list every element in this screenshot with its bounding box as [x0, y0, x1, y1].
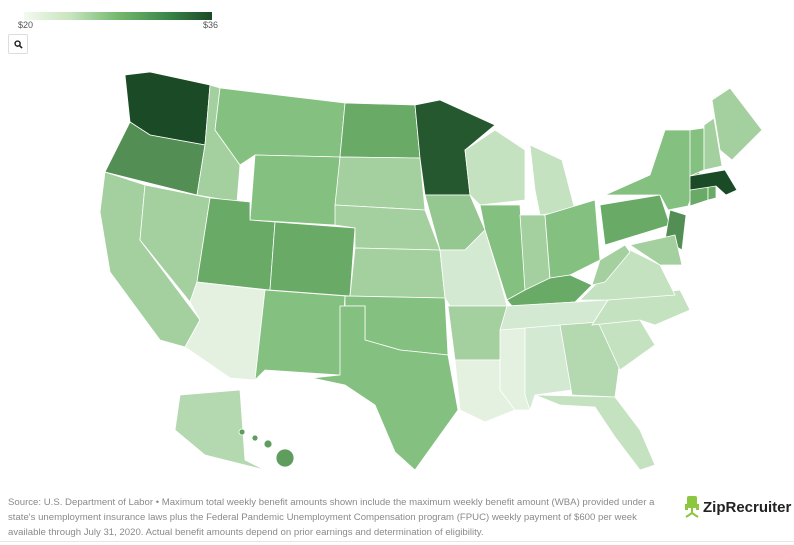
state-RI[interactable]	[707, 185, 717, 201]
state-ND[interactable]	[339, 102, 421, 159]
state-PA[interactable]	[599, 194, 671, 246]
source-note: Source: U.S. Department of Labor • Maxim…	[8, 497, 655, 538]
hawaii-island	[263, 439, 273, 449]
state-TX[interactable]	[311, 305, 459, 471]
state-WV[interactable]	[591, 244, 631, 286]
state-AK[interactable]	[174, 389, 266, 471]
state-SD[interactable]	[334, 156, 426, 211]
ziprecruiter-logo: ZipRecruiter	[684, 496, 791, 518]
chair-icon	[685, 496, 699, 518]
state-NH[interactable]	[703, 117, 723, 171]
state-HI[interactable]	[238, 428, 295, 468]
state-VT[interactable]	[689, 127, 705, 177]
state-OH[interactable]	[544, 199, 601, 279]
state-WY[interactable]	[249, 154, 341, 226]
state-ME[interactable]	[711, 87, 763, 161]
state-WI[interactable]	[464, 129, 526, 206]
hawaii-island	[251, 434, 259, 442]
state-AR[interactable]	[447, 305, 508, 361]
state-MT[interactable]	[214, 87, 346, 166]
logo-text: ZipRecruiter	[703, 498, 792, 516]
hawaii-island	[275, 448, 295, 468]
legend-gradient	[24, 12, 212, 20]
state-MI[interactable]	[529, 144, 576, 216]
state-FL[interactable]	[534, 394, 656, 471]
divider	[0, 541, 794, 542]
hawaii-island	[238, 428, 246, 436]
legend-max-label: $36	[202, 20, 218, 30]
state-CO[interactable]	[269, 221, 356, 297]
state-NM[interactable]	[254, 289, 346, 382]
state-KS[interactable]	[349, 247, 446, 299]
state-AZ[interactable]	[184, 281, 266, 381]
state-MO[interactable]	[439, 229, 508, 307]
color-legend: $20 $36	[18, 12, 218, 30]
search-icon	[13, 39, 23, 49]
legend-min-label: $20	[18, 20, 34, 30]
zoom-button[interactable]	[8, 34, 28, 54]
state-MA[interactable]	[689, 169, 738, 196]
state-MD[interactable]	[628, 234, 683, 266]
